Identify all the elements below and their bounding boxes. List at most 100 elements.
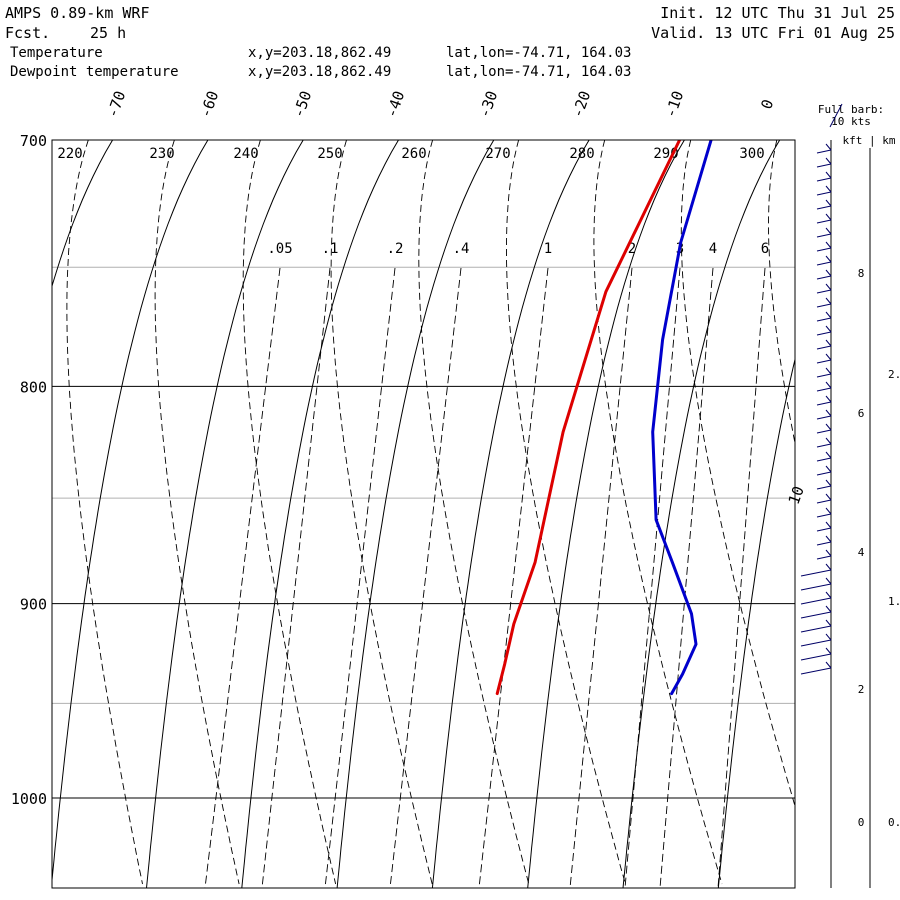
wind-barb-flag (825, 465, 832, 473)
wind-barb-shaft (816, 555, 832, 560)
dry-adiabat-line (330, 140, 433, 885)
fcst-value: 25 h (90, 24, 126, 42)
wind-barb (816, 199, 832, 210)
kft-tick-label: 2 (858, 683, 865, 696)
isotherm-label: -40 (382, 88, 408, 120)
height-scale-units: kft | km (843, 134, 896, 147)
isotherm-line (52, 140, 114, 288)
mixing-ratio-line (478, 267, 549, 888)
dry-adiabat-line (506, 140, 626, 885)
dry-adiabat-label: 270 (485, 146, 510, 162)
legend-dewpoint-label: Dewpoint temperature (10, 64, 179, 80)
isotherm-label: -60 (196, 88, 222, 120)
isotherm-line (431, 140, 590, 888)
wind-barb (816, 437, 832, 448)
dry-adiabat-label: 280 (569, 146, 594, 162)
wind-barb (816, 311, 832, 322)
wind-barb-shaft (800, 569, 832, 577)
legend-dewpoint-xy: x,y=203.18,862.49 (248, 64, 391, 80)
isotherm-line (146, 140, 304, 888)
dry-adiabat-label: 220 (57, 146, 82, 162)
mixing-ratio-line (261, 267, 331, 888)
wind-barb (800, 605, 832, 619)
mixing-ratio-line (569, 267, 633, 888)
wind-barb-flag (825, 633, 832, 641)
wind-barb-flag (825, 143, 832, 151)
isotherm-label: 10 (785, 484, 808, 507)
wind-barb-shaft (816, 247, 832, 252)
mixing-ratio-line (324, 267, 396, 888)
model-title: AMPS 0.89-km WRF (5, 4, 150, 22)
wind-barb (816, 241, 832, 252)
dry-adiabat-line (154, 140, 240, 885)
wind-barb-flag (825, 409, 832, 417)
temperature-profile-line (651, 140, 713, 696)
wind-barb-flag (825, 171, 832, 179)
wind-barb-shaft (816, 457, 832, 462)
wind-barb-shaft (816, 359, 832, 364)
wind-barb-flag (825, 311, 832, 319)
wind-barb-flag (825, 451, 832, 459)
wind-barb-shaft (816, 303, 832, 308)
wind-key-line2: 10 kts (831, 115, 871, 128)
wind-barb-flag (825, 605, 832, 613)
wind-barb (816, 297, 832, 308)
wind-barb-shaft (816, 541, 832, 546)
wind-barb (816, 465, 832, 476)
wind-barb-shaft (800, 611, 832, 619)
wind-barb-flag (825, 563, 832, 571)
wind-barb-shaft (816, 485, 832, 490)
wind-barb-shaft (816, 499, 832, 504)
wind-barb-flag (825, 213, 832, 221)
wind-barb-shaft (816, 331, 832, 336)
isotherm-line (336, 140, 495, 888)
wind-barb-flag (825, 423, 832, 431)
wind-barb (816, 353, 832, 364)
grid-labels: -70 -60 -50 -40 -30 -20 -10 0 10 220 230 240 250 260 2… (57, 88, 807, 506)
wind-barb-flag (825, 619, 832, 627)
pressure-tick-label: 1000 (11, 790, 47, 808)
legend-temperature-label: Temperature (10, 45, 103, 61)
wind-barb-shaft (816, 149, 832, 154)
mixing-ratio-label: 4 (709, 241, 717, 257)
legend-temperature-latlon: lat,lon=-74.71, 164.03 (446, 45, 631, 61)
mixing-ratio-label: .05 (267, 241, 292, 257)
wind-barb-flag (825, 479, 832, 487)
wind-barb-shaft (800, 653, 832, 661)
wind-barb (816, 283, 832, 294)
dry-adiabat-label: 240 (233, 146, 258, 162)
wind-barb-shaft (800, 625, 832, 633)
wind-barb (816, 423, 832, 434)
wind-barb (800, 563, 832, 577)
wind-barb-flag (825, 353, 832, 361)
wind-barb-shaft (816, 191, 832, 196)
wind-barb-flag (825, 521, 832, 529)
dewpoint-profile-line (495, 140, 682, 696)
dry-adiabat-label: 300 (739, 146, 764, 162)
wind-barb-shaft (816, 163, 832, 168)
wind-barb (816, 479, 832, 490)
isotherm-line (52, 140, 209, 886)
isotherm-label: -20 (568, 88, 594, 120)
wind-barb-flag (825, 157, 832, 165)
mixing-ratio-label: 1 (544, 241, 552, 257)
wind-barb-shaft (816, 205, 832, 210)
wind-barb-flag (825, 367, 832, 375)
wind-barb-shaft (816, 261, 832, 266)
isotherm-line (622, 140, 781, 888)
km-tick-label: 1. (888, 595, 900, 608)
dry-adiabat-line (856, 140, 900, 884)
wind-barb-shaft (816, 289, 832, 294)
wind-barb-shaft (816, 317, 832, 322)
wind-barb (816, 367, 832, 378)
fcst-label: Fcst. (5, 24, 50, 42)
wind-barb-shaft (816, 513, 832, 518)
isotherm-label: -50 (289, 88, 315, 120)
wind-barb (816, 227, 832, 238)
wind-barb-flag (825, 255, 832, 263)
wind-barb (800, 661, 832, 675)
km-tick-label: 0. (888, 816, 900, 829)
init-time: Init. 12 UTC Thu 31 Jul 25 (660, 4, 895, 22)
wind-barb-flag (825, 269, 832, 277)
isotherm-line (241, 140, 399, 888)
